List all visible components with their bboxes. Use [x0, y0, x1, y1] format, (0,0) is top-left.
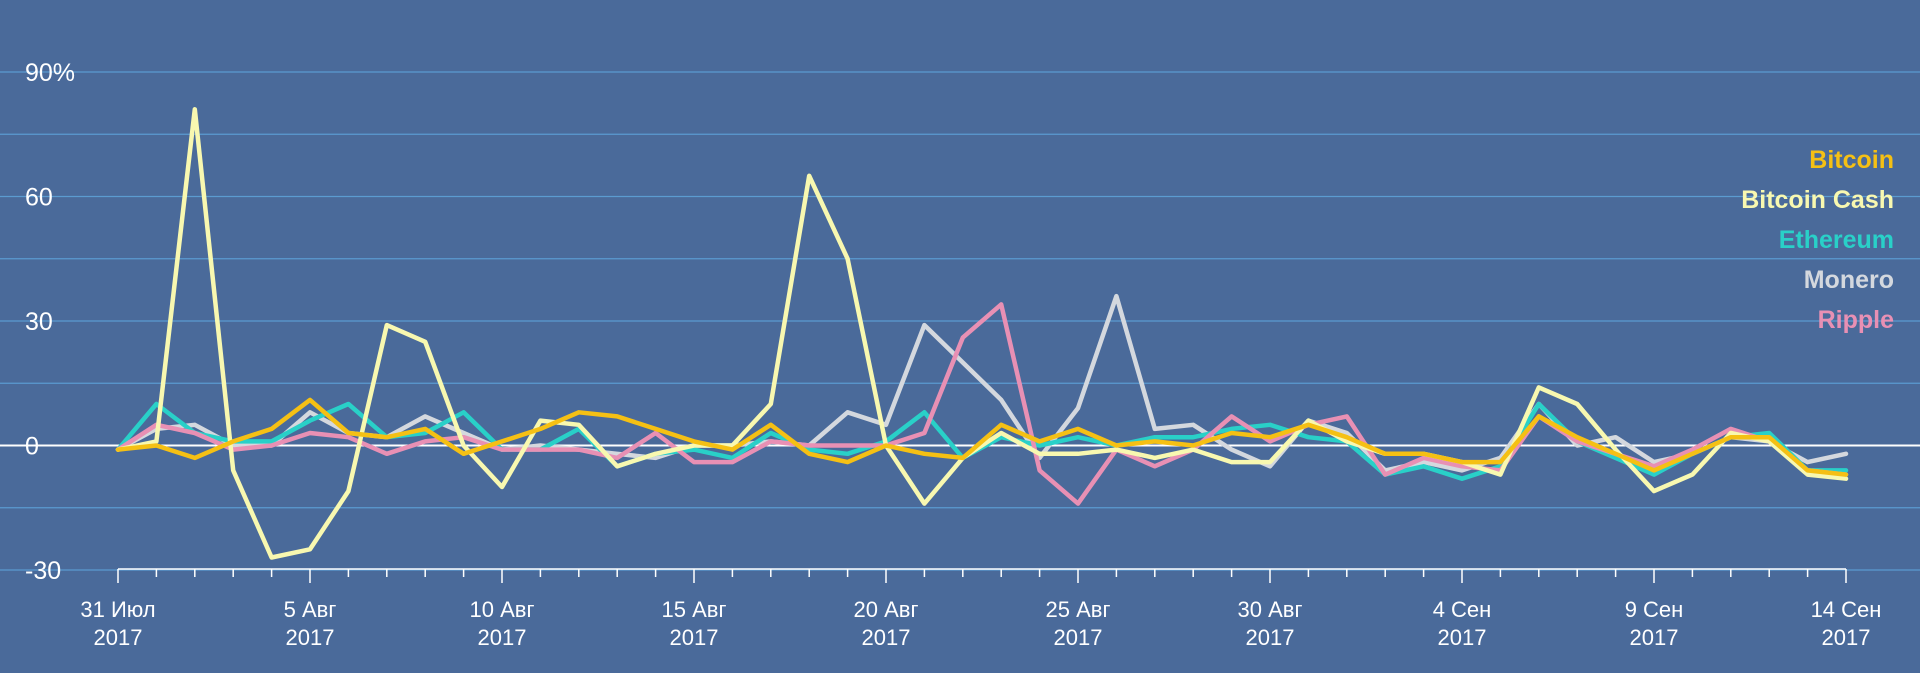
x-tick-label-year: 2017: [862, 625, 911, 650]
x-tick-label: 31 Июл: [80, 597, 155, 622]
legend: Bitcoin Bitcoin Cash Ethereum Monero Ripple: [1741, 146, 1894, 334]
x-tick-label: 10 Авг: [470, 597, 535, 622]
x-tick-label: 15 Авг: [662, 597, 727, 622]
x-tick-label-year: 2017: [670, 625, 719, 650]
x-tick-label-year: 2017: [94, 625, 143, 650]
x-tick-label-year: 2017: [478, 625, 527, 650]
legend-item-monero: Monero: [1804, 266, 1894, 294]
series-line-bitcoin: [115, 397, 1849, 477]
x-tick-label-year: 2017: [1054, 625, 1103, 650]
y-tick-label: 90%: [25, 59, 75, 87]
grid-lines: [0, 71, 1920, 571]
legend-item-ripple: Ripple: [1818, 306, 1894, 334]
series-line-bitcoin-cash: [115, 107, 1849, 560]
y-axis: 90% 60 30 0 -30: [25, 59, 75, 585]
legend-item-bitcoin: Bitcoin: [1809, 146, 1894, 174]
y-tick-label: 30: [25, 308, 53, 336]
x-tick-label: 9 Сен: [1625, 597, 1684, 622]
y-tick-label: 0: [25, 433, 39, 461]
x-tick-label: 14 Сен: [1811, 597, 1882, 622]
x-tick-label: 4 Сен: [1433, 597, 1492, 622]
x-tick-label-year: 2017: [286, 625, 335, 650]
series-lines: [115, 107, 1849, 560]
y-tick-label: -30: [25, 557, 61, 585]
legend-item-ethereum: Ethereum: [1779, 226, 1894, 254]
x-tick-label-year: 2017: [1438, 625, 1487, 650]
x-tick-label: 5 Авг: [284, 597, 337, 622]
x-axis: 31 Июл 2017 5 Авг 2017 10 Авг 2017 15 Авг 2017 2…: [80, 568, 1882, 650]
series-line-ripple: [115, 302, 1849, 506]
legend-item-bitcoin-cash: Bitcoin Cash: [1741, 186, 1894, 214]
x-tick-label-year: 2017: [1822, 625, 1871, 650]
x-tick-label-year: 2017: [1630, 625, 1679, 650]
x-tick-label: 30 Авг: [1238, 597, 1303, 622]
x-tick-label-year: 2017: [1246, 625, 1295, 650]
x-tick-label: 25 Авг: [1046, 597, 1111, 622]
x-tick-label: 20 Авг: [854, 597, 919, 622]
y-tick-label: 60: [25, 184, 53, 212]
